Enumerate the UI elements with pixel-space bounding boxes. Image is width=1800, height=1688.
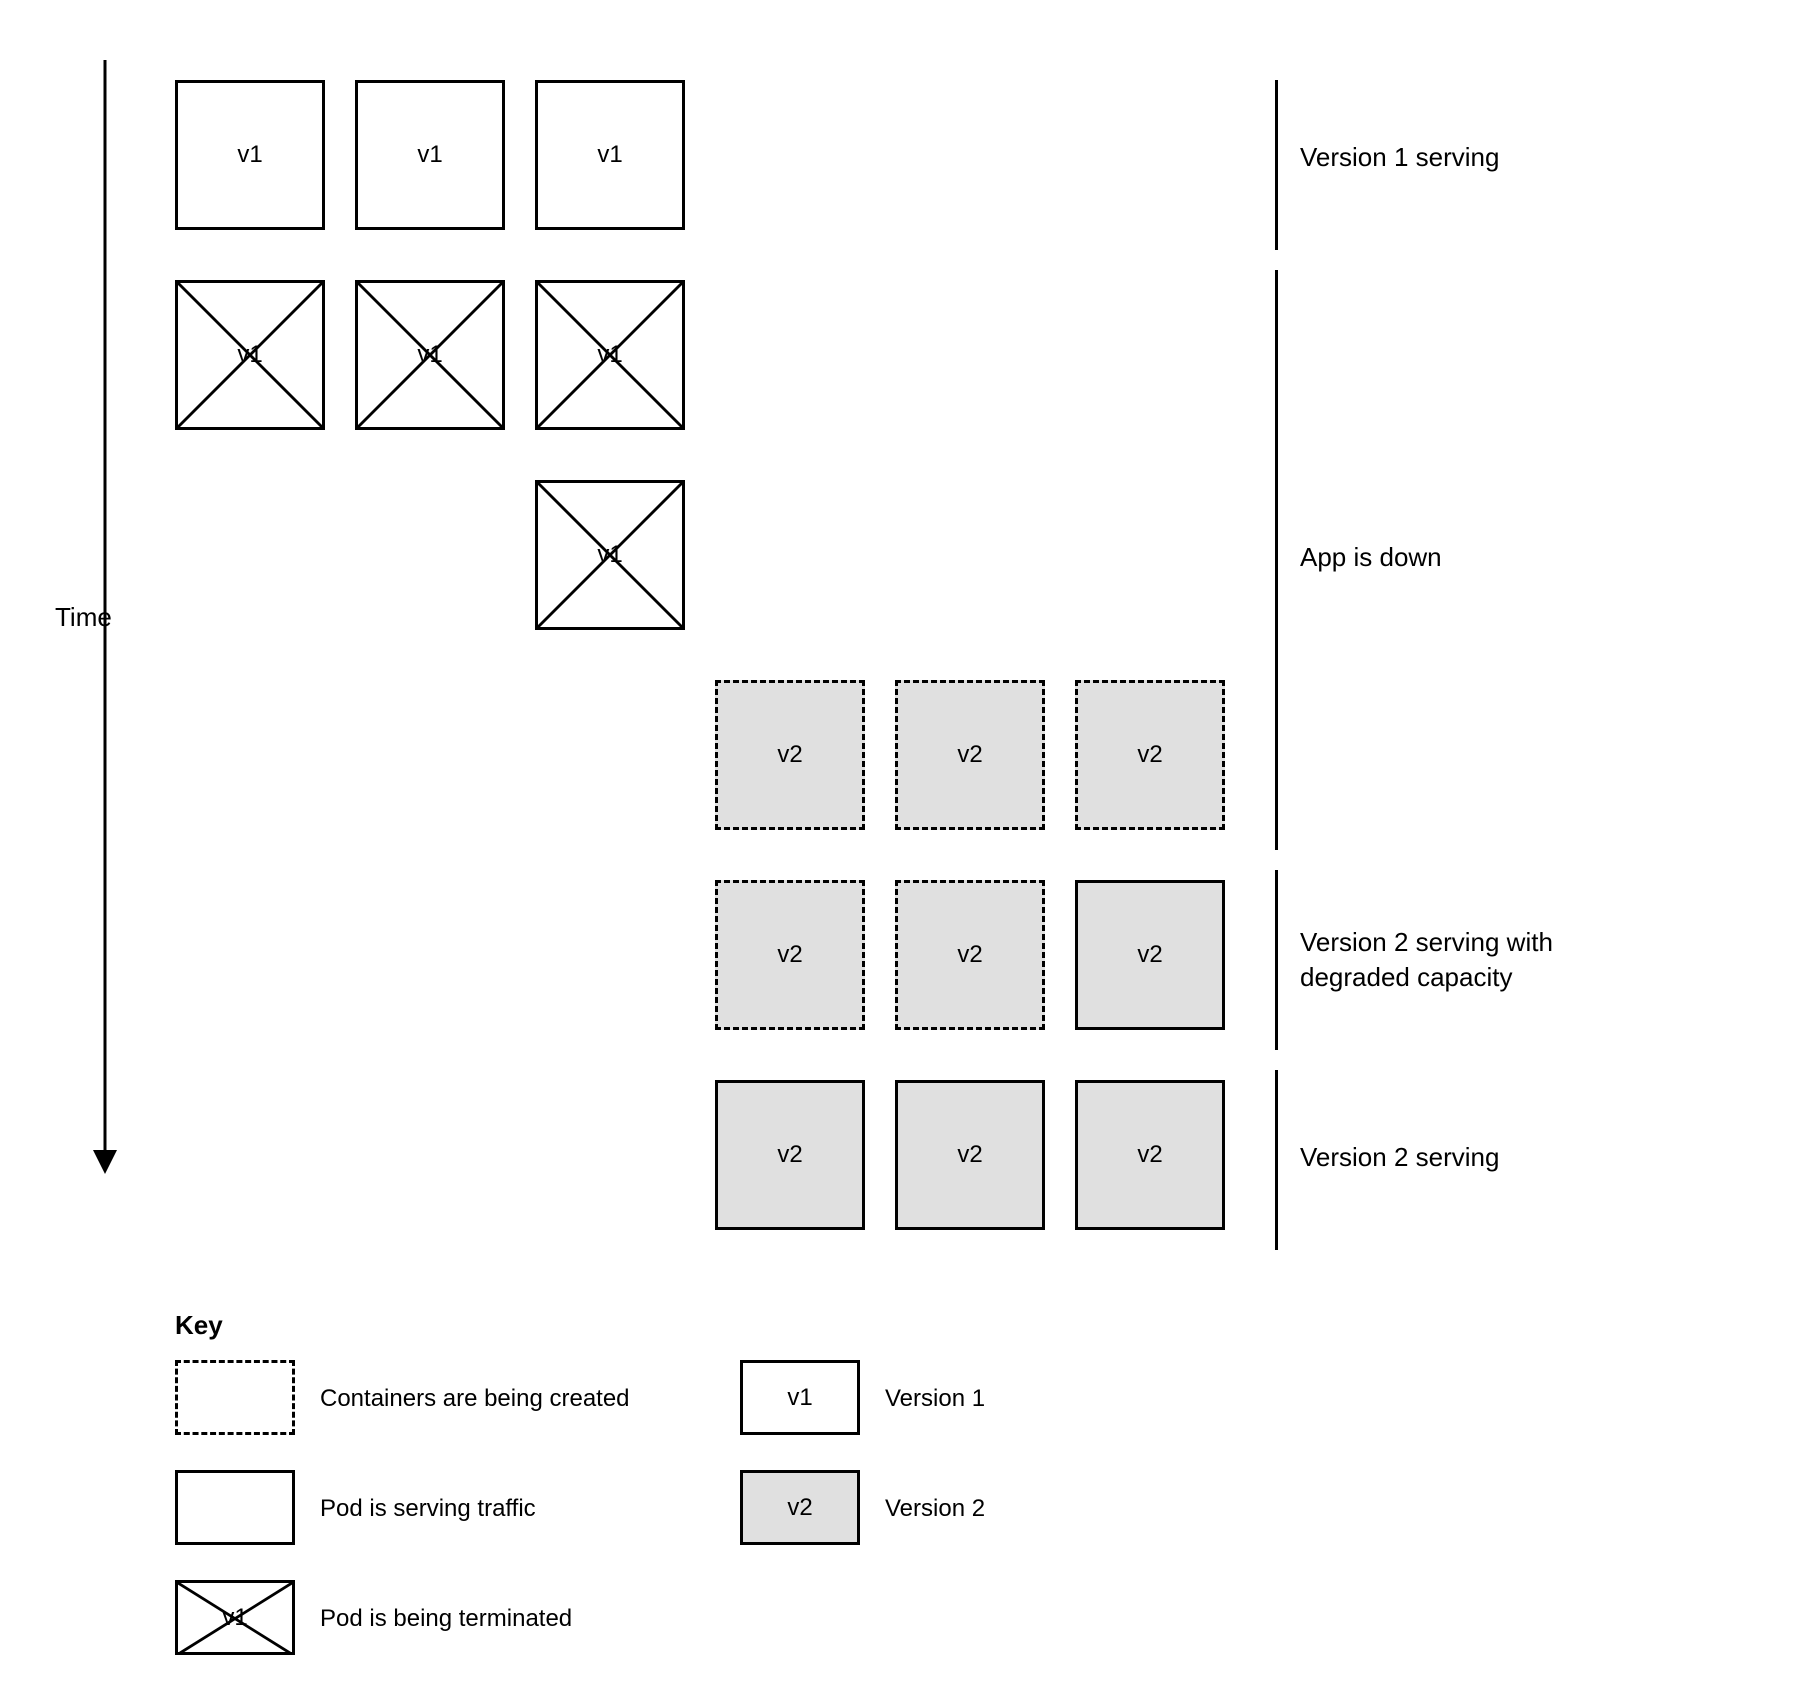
legend-label-left-1: Pod is serving traffic [320,1495,536,1523]
pod-label: v1 [417,141,442,169]
terminated-cross-icon [538,483,682,627]
pod-box-r4-0: v2 [715,880,865,1030]
pod-box-r3-1: v2 [895,680,1045,830]
pod-label: v1 [597,141,622,169]
terminated-cross-icon [358,283,502,427]
pod-label: v2 [777,941,802,969]
pod-label: v2 [787,1494,812,1522]
pod-label: v2 [1137,741,1162,769]
pod-label: v2 [777,1141,802,1169]
pod-box-r0-2: v1 [535,80,685,230]
legend-label-right-0: Version 1 [885,1385,985,1413]
pod-label: v1 [237,141,262,169]
legend-label-left-2: Pod is being terminated [320,1605,572,1633]
pod-label: v2 [957,741,982,769]
pod-box-r5-0: v2 [715,1080,865,1230]
pod-box-r4-1: v2 [895,880,1045,1030]
pod-box-r5-2: v2 [1075,1080,1225,1230]
terminated-cross-icon [178,283,322,427]
legend-swatch-left-0 [175,1360,295,1435]
pod-label: v2 [1137,1141,1162,1169]
phase-caption-0: Version 1 serving [1300,140,1499,175]
terminated-cross-icon [538,283,682,427]
legend-label-left-0: Containers are being created [320,1385,630,1413]
legend-swatch-left-1 [175,1470,295,1545]
time-axis-label: Time [55,600,112,635]
phase-separator-2 [1275,870,1278,1050]
pod-box-r3-2: v2 [1075,680,1225,830]
legend-swatch-left-2: v1 [175,1580,295,1655]
phase-caption-2: Version 2 serving with degraded capacity [1300,925,1553,995]
legend-swatch-right-0: v1 [740,1360,860,1435]
pod-label: v2 [957,941,982,969]
phase-caption-3: Version 2 serving [1300,1140,1499,1175]
pod-box-r1-0: v1 [175,280,325,430]
pod-box-r5-1: v2 [895,1080,1045,1230]
pod-box-r4-2: v2 [1075,880,1225,1030]
pod-box-r0-1: v1 [355,80,505,230]
legend-label-right-1: Version 2 [885,1495,985,1523]
phase-separator-3 [1275,1070,1278,1250]
pod-box-r2-0: v1 [535,480,685,630]
terminated-cross-icon [178,1583,292,1654]
pod-label: v2 [777,741,802,769]
deployment-diagram: Timev1v1v1v1v1v1v1v2v2v2v2v2v2v2v2v2Vers… [0,0,1800,1688]
pod-label: v1 [787,1384,812,1412]
legend-swatch-right-1: v2 [740,1470,860,1545]
pod-box-r1-2: v1 [535,280,685,430]
pod-box-r0-0: v1 [175,80,325,230]
phase-separator-0 [1275,80,1278,250]
pod-label: v2 [957,1141,982,1169]
phase-caption-1: App is down [1300,540,1442,575]
pod-label: v2 [1137,941,1162,969]
pod-box-r1-1: v1 [355,280,505,430]
phase-separator-1 [1275,270,1278,850]
legend-title: Key [175,1310,223,1341]
pod-box-r3-0: v2 [715,680,865,830]
